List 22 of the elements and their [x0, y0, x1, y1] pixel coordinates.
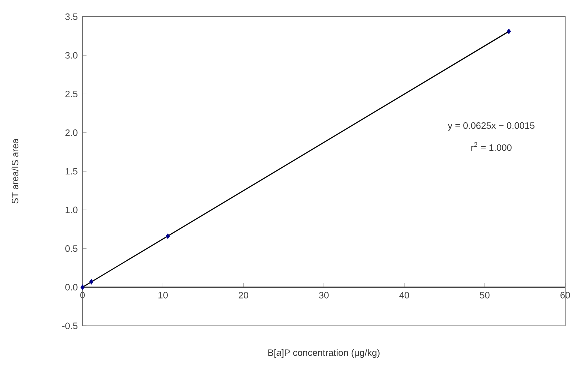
y-tick-label: 2.5 — [66, 90, 78, 98]
x-axis-title: B[a]P concentration (μg/kg) — [268, 349, 380, 358]
point — [90, 279, 94, 285]
annotation: y = 0.0625x − 0.0015 — [448, 122, 535, 131]
x-tick-label: 10 — [158, 292, 168, 299]
x-tick-label: 30 — [319, 292, 329, 299]
y-tick-label: 0.0 — [66, 284, 78, 291]
y-tick-label: 1.0 — [66, 206, 78, 214]
y-axis-title: ST area/IS area — [12, 138, 19, 204]
x-tick-label: 50 — [480, 292, 490, 299]
y-tick-label: 2.0 — [66, 130, 78, 136]
y-tick-label: -0.5 — [62, 322, 78, 330]
y-tick-label: 0.5 — [66, 246, 78, 252]
x-tick-label: 40 — [400, 292, 410, 299]
annotation: r$^{2}$ = 1.000 — [472, 142, 512, 152]
point — [80, 284, 85, 290]
point — [166, 234, 170, 240]
point — [507, 29, 512, 34]
y-tick-label: 1.5 — [66, 168, 78, 175]
y-tick-label: 3.0 — [66, 52, 78, 59]
x-tick-label: 20 — [238, 292, 248, 299]
y-tick-label: 3.5 — [66, 14, 78, 20]
